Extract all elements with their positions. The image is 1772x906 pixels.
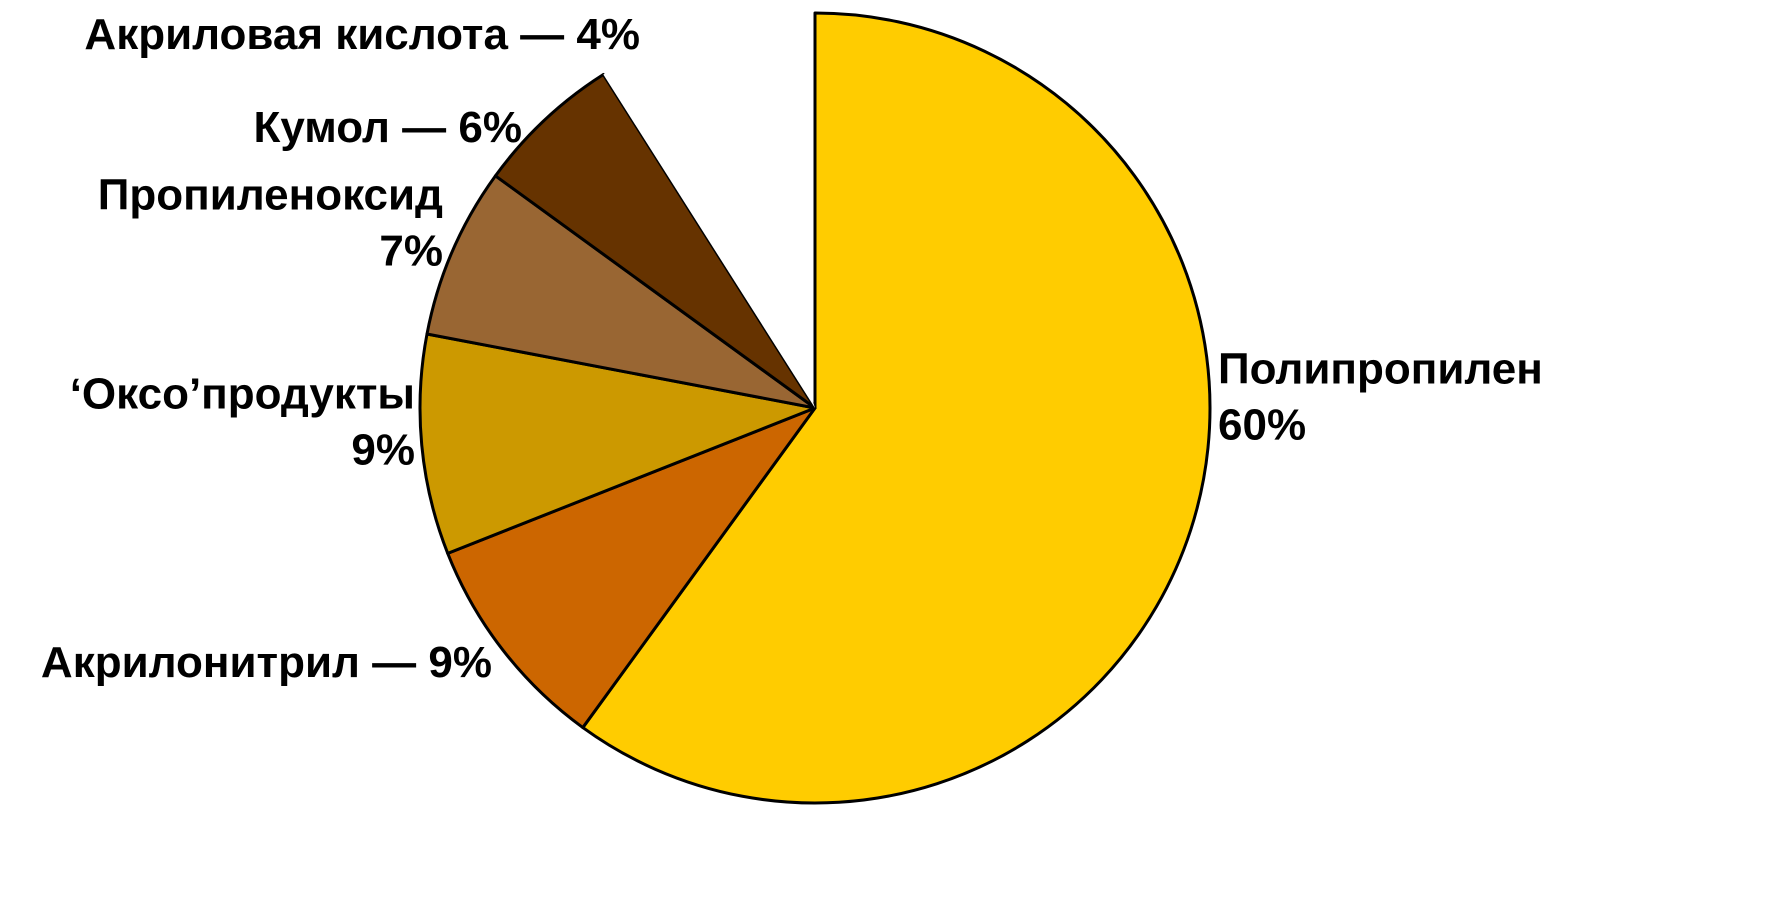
slice-value-label: 9% [428,638,492,687]
slice-label: Полипропилен [1218,345,1543,394]
slice-value-label: 9% [351,426,415,475]
slice-label: Кумол — 6% [254,103,523,152]
pie-slice [603,32,815,409]
slice-label: Пропиленоксид [98,171,443,220]
slice-label: Акрилонитрил — 9% [41,638,492,687]
pie-slice [418,332,817,555]
slice-name: Кумол [254,103,390,152]
slice-label: Акриловая кислота — 4% [84,10,640,59]
pie-slice [446,406,817,730]
pie-slice [581,11,1212,805]
slice-value-label: 60% [1218,401,1306,450]
separator: — [508,10,576,59]
separator: — [390,103,458,152]
slice-value-label: 7% [379,227,443,276]
pie-slice [493,72,817,410]
slice-name: Акрилонитрил [41,638,360,687]
slice-name: Акриловая кислота [84,10,508,59]
slice-value-label: 6% [458,103,522,152]
slice-value-label: 4% [576,10,640,59]
slice-label: ‘Оксо’продукты [70,370,415,419]
pie-slice [425,174,817,410]
separator: — [360,638,428,687]
